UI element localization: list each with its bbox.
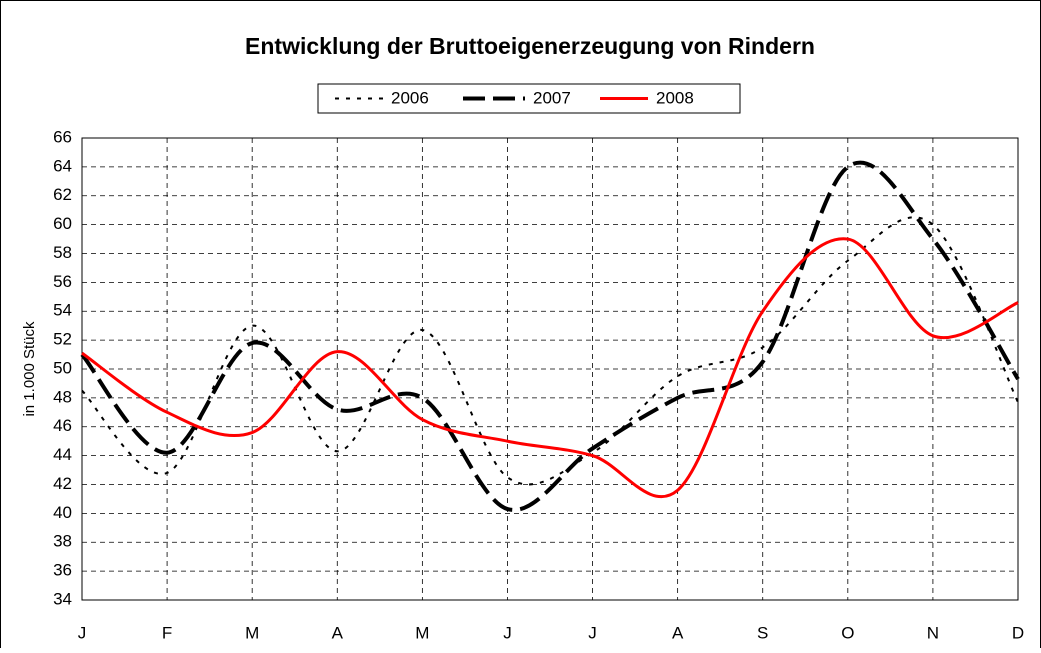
y-tick-label: 60 xyxy=(53,214,72,233)
x-tick-label: S xyxy=(757,623,768,642)
x-tick-label: J xyxy=(503,623,512,642)
y-tick-label: 54 xyxy=(53,301,72,320)
y-tick-label: 34 xyxy=(53,589,72,608)
y-tick-label: 42 xyxy=(53,474,72,493)
line-series xyxy=(80,160,1020,512)
y-tick-label: 52 xyxy=(53,330,72,349)
line-series xyxy=(81,216,1019,486)
x-tick-label: D xyxy=(1012,623,1024,642)
y-tick-label: 36 xyxy=(53,561,72,580)
y-tick-label: 38 xyxy=(53,532,72,551)
y-tick-label: 66 xyxy=(53,127,72,146)
y-tick-label: 40 xyxy=(53,503,72,522)
y-axis-label: in 1.000 Stück xyxy=(21,321,38,417)
x-tick-label: M xyxy=(245,623,259,642)
x-tick-label: M xyxy=(415,623,429,642)
x-tick-label: N xyxy=(927,623,939,642)
y-tick-label: 64 xyxy=(53,156,72,175)
y-tick-label: 48 xyxy=(53,387,72,406)
legend-box xyxy=(317,83,741,114)
x-tick-label: J xyxy=(78,623,87,642)
chart-title: Entwicklung der Bruttoeigenerzeugung von… xyxy=(245,33,815,59)
x-tick-label: A xyxy=(672,623,684,642)
line-series xyxy=(81,237,1019,499)
y-tick-label: 62 xyxy=(53,185,72,204)
x-tick-label: O xyxy=(841,623,854,642)
y-tick-label: 46 xyxy=(53,416,72,435)
plot-border xyxy=(81,137,1019,601)
y-tick-label: 44 xyxy=(53,445,72,464)
y-tick-label: 56 xyxy=(53,272,72,291)
y-tick-label: 58 xyxy=(53,243,72,262)
y-tick-label: 50 xyxy=(53,358,72,377)
legend-label: 2008 xyxy=(656,88,694,107)
legend-label: 2006 xyxy=(391,88,429,107)
x-tick-label: F xyxy=(162,623,172,642)
x-tick-label: J xyxy=(588,623,597,642)
x-tick-label: A xyxy=(332,623,344,642)
legend-label: 2007 xyxy=(533,88,571,107)
